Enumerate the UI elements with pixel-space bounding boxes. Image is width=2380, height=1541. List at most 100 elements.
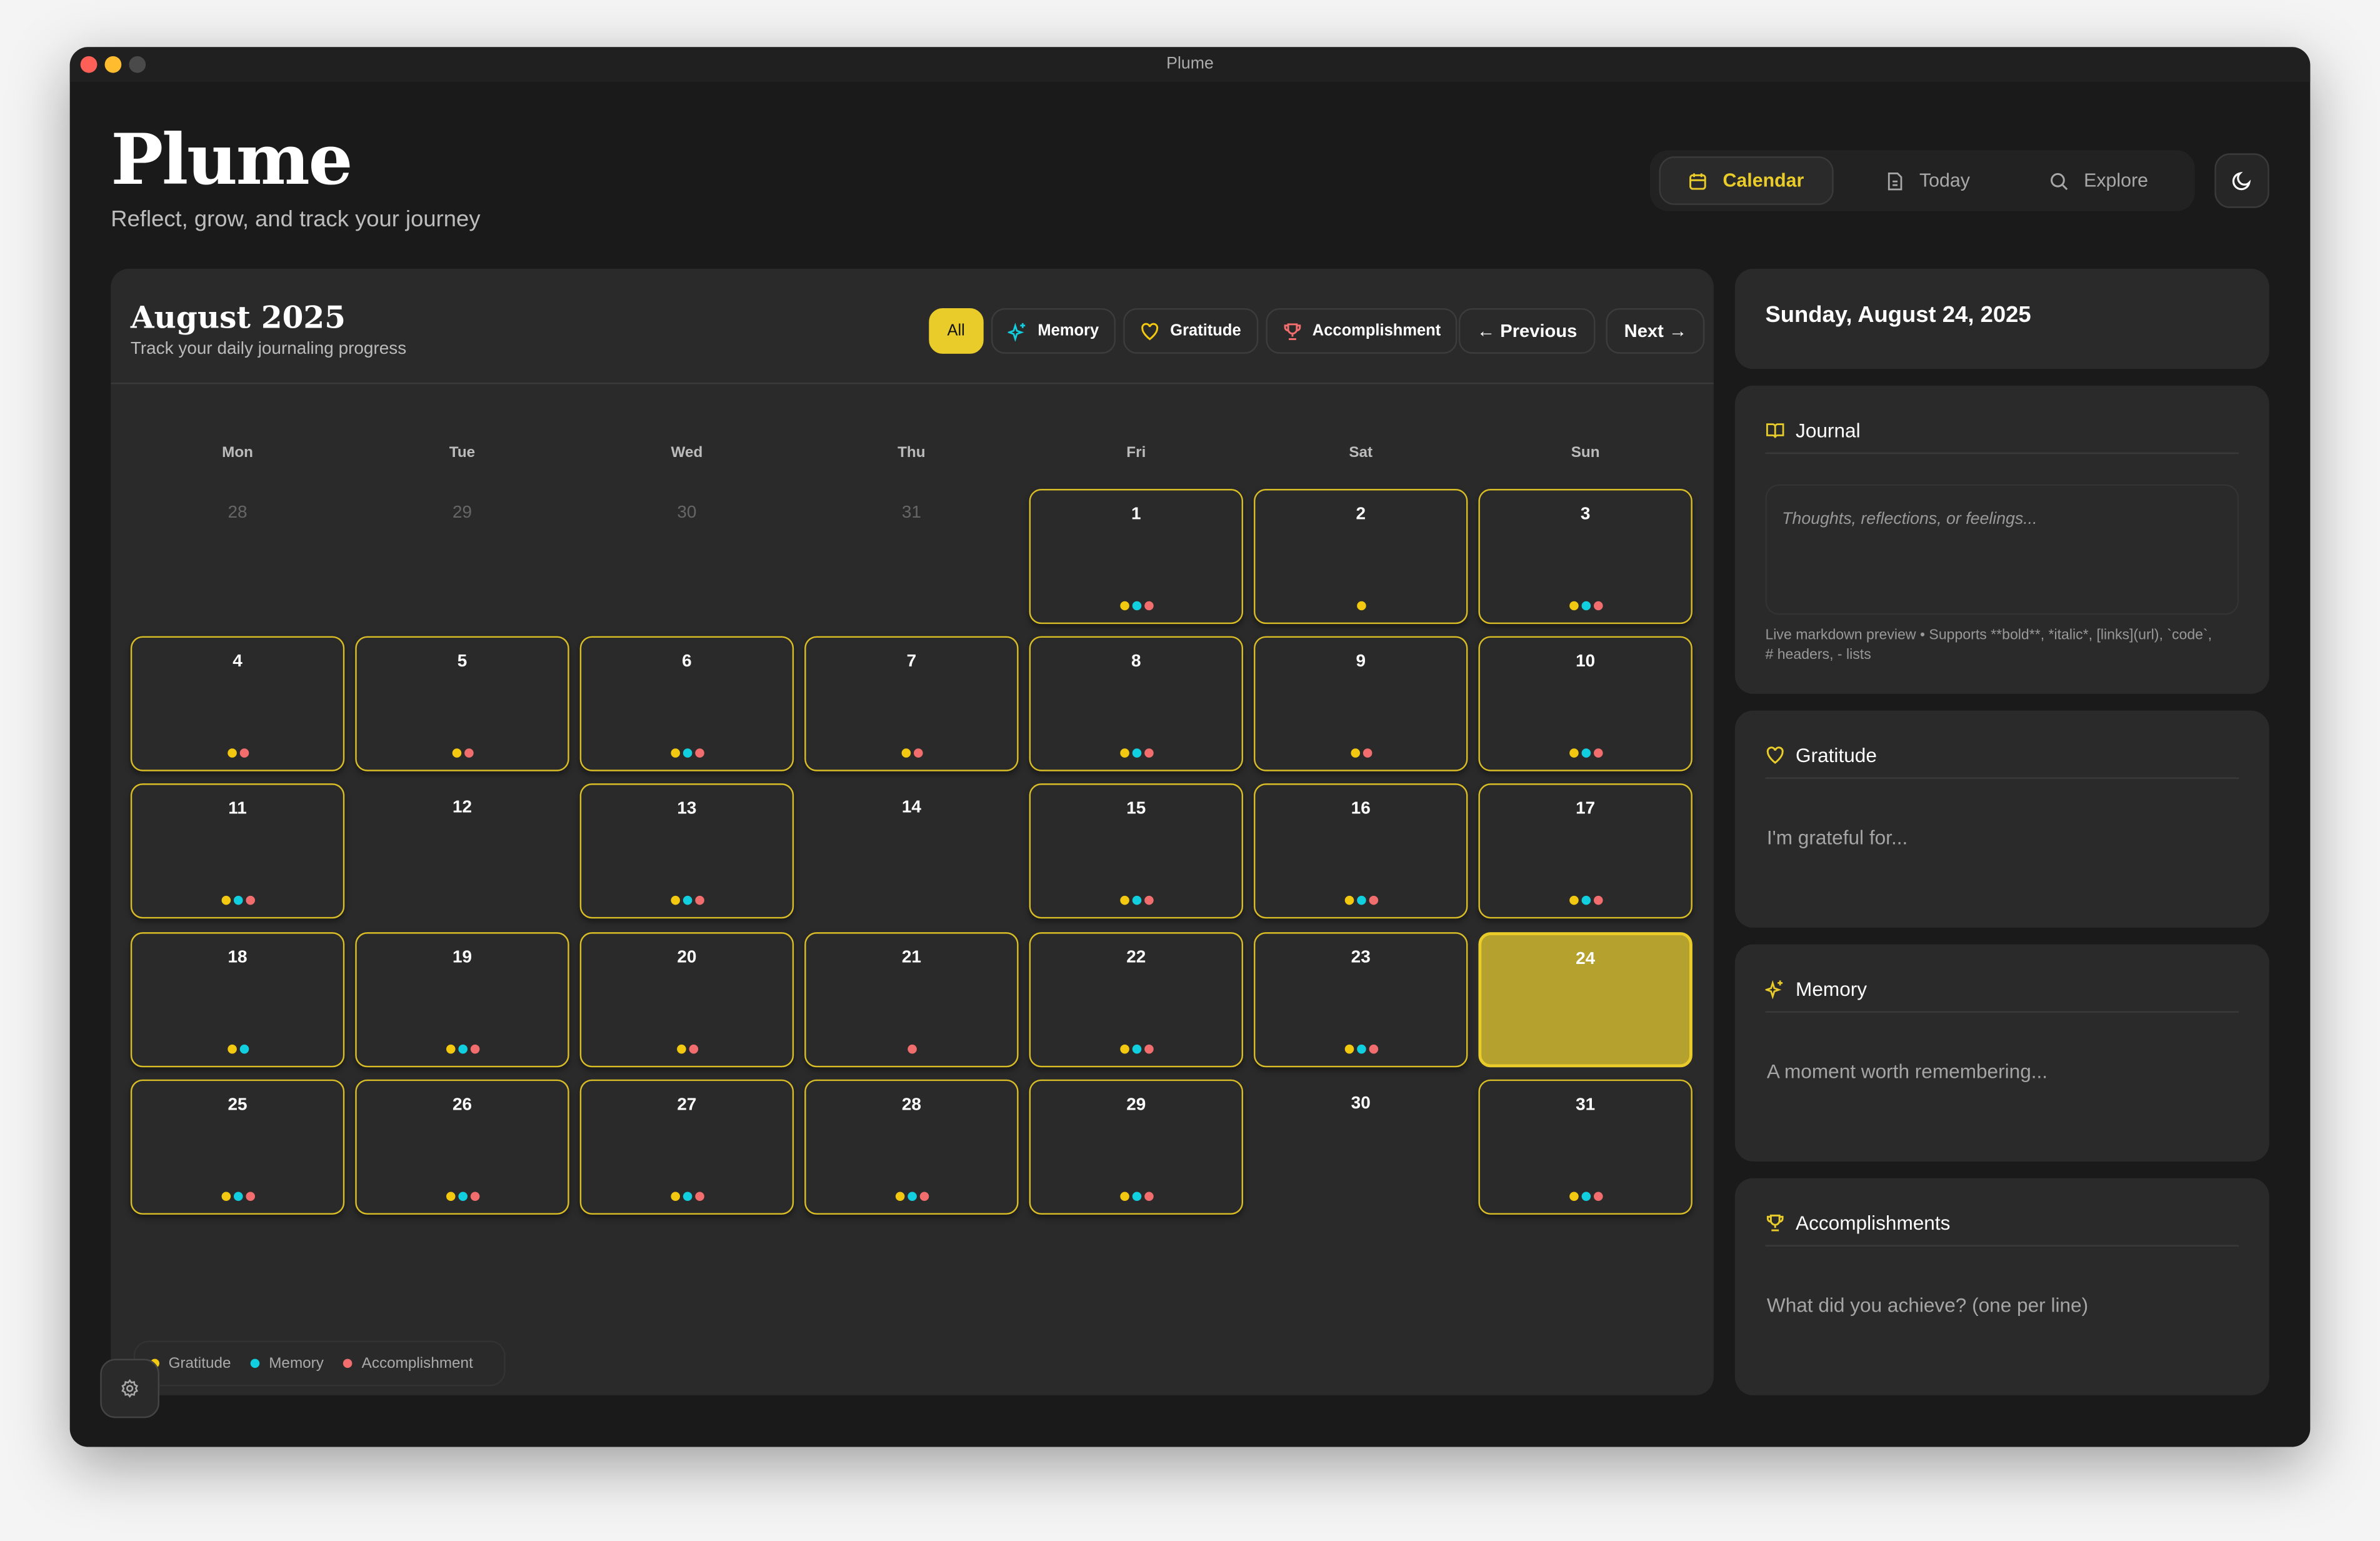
day-cell-9[interactable]: 9 <box>1254 636 1468 772</box>
gratitude-dot <box>1568 748 1578 758</box>
memory-card: Memory A moment worth remembering... <box>1734 944 2269 1162</box>
entry-dots <box>581 896 792 906</box>
day-cell-22[interactable]: 22 <box>1029 931 1244 1067</box>
memory-dot <box>232 1191 242 1201</box>
filter-accomplishment[interactable]: Accomplishment <box>1265 308 1458 354</box>
accomplishment-dot <box>245 1191 254 1201</box>
day-cell-11[interactable]: 11 <box>130 784 345 920</box>
gratitude-card: Gratitude I'm grateful for... <box>1734 710 2269 928</box>
document-icon <box>1887 171 1902 190</box>
day-cell-4[interactable]: 4 <box>130 636 345 772</box>
memory-dot <box>1581 896 1590 906</box>
main-nav: Calendar Today Explore <box>1649 150 2195 211</box>
day-cell-15[interactable]: 15 <box>1029 784 1244 920</box>
entry-dots <box>806 748 1018 758</box>
filter-gratitude[interactable]: Gratitude <box>1123 308 1258 354</box>
accomplishment-dot <box>1368 896 1378 906</box>
day-cell-19[interactable]: 19 <box>355 931 569 1067</box>
entry-dots <box>1480 896 1691 906</box>
weekday-header: Sun <box>1571 444 1600 462</box>
day-cell-24[interactable]: 24 <box>1478 931 1692 1067</box>
settings-button[interactable] <box>100 1358 160 1418</box>
close-button[interactable] <box>80 56 98 73</box>
accomplishment-dot <box>1592 601 1602 611</box>
accomplishment-dot <box>1143 896 1153 906</box>
accomplishment-dot <box>1143 601 1153 611</box>
gratitude-dot <box>1119 1043 1129 1053</box>
day-number: 29 <box>1126 1095 1146 1115</box>
day-cell-30[interactable]: 30 <box>1254 1079 1468 1214</box>
day-cell-14[interactable]: 14 <box>804 784 1018 919</box>
day-number: 31 <box>1576 1095 1596 1115</box>
prev-month-day[interactable]: 29 <box>452 504 472 523</box>
day-cell-31[interactable]: 31 <box>1478 1079 1692 1215</box>
prev-month-day[interactable]: 30 <box>677 504 697 523</box>
previous-month-button[interactable]: ← Previous <box>1458 308 1596 354</box>
day-cell-25[interactable]: 25 <box>130 1079 345 1215</box>
day-cell-17[interactable]: 17 <box>1478 784 1692 920</box>
minimize-button[interactable] <box>104 56 122 73</box>
gratitude-dot <box>1344 896 1354 906</box>
day-number: 6 <box>682 653 692 671</box>
accomplishment-dot <box>1143 1191 1153 1201</box>
entry-dots <box>1480 601 1691 611</box>
accomplishment-dot <box>907 1043 916 1053</box>
legend-accomplishment: Accomplishment <box>343 1355 473 1372</box>
day-cell-18[interactable]: 18 <box>130 931 345 1067</box>
gratitude-dot <box>670 896 679 906</box>
day-cell-26[interactable]: 26 <box>355 1079 569 1215</box>
day-cell-12[interactable]: 12 <box>355 784 569 919</box>
journal-textarea[interactable]: Thoughts, reflections, or feelings... <box>1765 484 2239 615</box>
day-cell-13[interactable]: 13 <box>579 784 794 920</box>
day-cell-1[interactable]: 1 <box>1029 489 1244 625</box>
accomplishments-input[interactable]: What did you achieve? (one per line) <box>1766 1293 2089 1317</box>
gratitude-input[interactable]: I'm grateful for... <box>1766 826 1908 849</box>
entry-dots <box>1031 748 1242 758</box>
day-cell-8[interactable]: 8 <box>1029 636 1244 772</box>
filter-memory[interactable]: Memory <box>991 308 1116 354</box>
nav-explore[interactable]: Explore <box>2022 156 2176 205</box>
day-cell-6[interactable]: 6 <box>579 636 794 772</box>
nav-calendar[interactable]: Calendar <box>1659 156 1833 205</box>
day-cell-2[interactable]: 2 <box>1254 489 1468 625</box>
memory-input[interactable]: A moment worth remembering... <box>1766 1060 2048 1083</box>
day-cell-27[interactable]: 27 <box>579 1079 794 1215</box>
next-month-button[interactable]: Next → <box>1606 308 1706 354</box>
day-number: 26 <box>452 1095 472 1115</box>
gratitude-dot <box>676 1043 686 1053</box>
day-number: 24 <box>1576 950 1596 968</box>
accomplishment-dot <box>694 1191 704 1201</box>
filter-all[interactable]: All <box>929 308 983 354</box>
app-brand: Plume <box>111 118 352 201</box>
day-cell-3[interactable]: 3 <box>1478 489 1692 625</box>
day-cell-20[interactable]: 20 <box>579 931 794 1067</box>
day-cell-28[interactable]: 28 <box>804 1079 1019 1215</box>
memory-dot <box>1581 748 1590 758</box>
theme-toggle-button[interactable] <box>2214 153 2269 208</box>
zoom-button[interactable] <box>129 56 146 73</box>
day-cell-10[interactable]: 10 <box>1478 636 1692 772</box>
memory-dot <box>1581 601 1590 611</box>
app-tagline: Reflect, grow, and track your journey <box>111 206 481 233</box>
prev-month-day[interactable]: 28 <box>228 504 248 523</box>
entry-dots <box>357 1043 568 1053</box>
nav-today[interactable]: Today <box>1857 156 1997 205</box>
day-cell-16[interactable]: 16 <box>1254 784 1468 920</box>
accomplishment-dot <box>1592 748 1602 758</box>
prev-month-day[interactable]: 31 <box>901 504 921 523</box>
day-cell-5[interactable]: 5 <box>355 636 569 772</box>
accomplishment-dot <box>245 896 254 906</box>
day-number: 10 <box>1576 653 1596 671</box>
gratitude-dot <box>227 748 236 758</box>
day-cell-29[interactable]: 29 <box>1029 1079 1244 1215</box>
gratitude-dot <box>221 896 230 906</box>
accomplishment-dot <box>1592 896 1602 906</box>
gratitude-dot <box>1568 1191 1578 1201</box>
day-cell-21[interactable]: 21 <box>804 931 1019 1067</box>
entry-dots <box>132 1191 343 1201</box>
memory-dot <box>682 748 692 758</box>
day-cell-7[interactable]: 7 <box>804 636 1019 772</box>
accomplishment-dot <box>1143 748 1153 758</box>
day-cell-23[interactable]: 23 <box>1254 931 1468 1067</box>
month-pager: ← Previous Next → <box>1458 308 1706 354</box>
